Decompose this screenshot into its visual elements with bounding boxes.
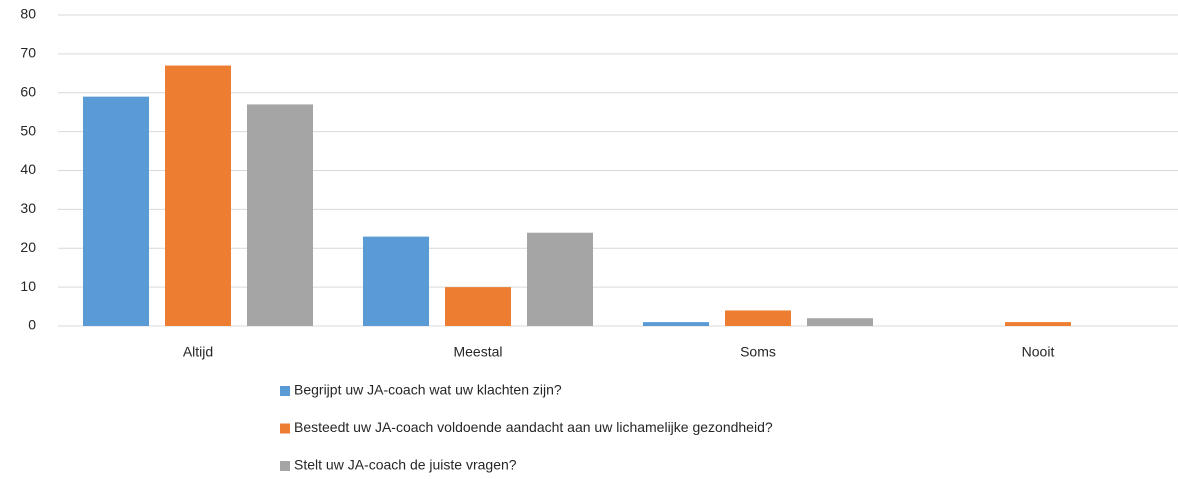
bar <box>527 232 593 326</box>
y-tick-label: 20 <box>20 239 36 255</box>
legend-label: Stelt uw JA-coach de juiste vragen? <box>294 457 517 473</box>
legend-swatch <box>280 386 290 396</box>
bar <box>643 322 709 326</box>
bar <box>445 287 511 326</box>
x-tick-label: Soms <box>740 344 776 360</box>
bar <box>1005 322 1071 326</box>
y-tick-label: 30 <box>20 200 36 216</box>
legend-label: Besteedt uw JA-coach voldoende aandacht … <box>294 419 773 435</box>
bar <box>363 236 429 326</box>
y-tick-label: 80 <box>20 6 36 22</box>
bar <box>165 65 231 326</box>
y-tick-label: 40 <box>20 161 36 177</box>
x-tick-label: Altijd <box>183 344 213 360</box>
y-tick-label: 0 <box>28 317 36 333</box>
x-tick-label: Meestal <box>453 344 502 360</box>
bar <box>807 318 873 326</box>
legend-swatch <box>280 423 290 434</box>
legend-swatch <box>280 461 290 471</box>
bar <box>725 310 791 326</box>
bar <box>83 96 149 326</box>
y-tick-label: 50 <box>20 122 36 138</box>
y-tick-label: 70 <box>20 45 36 61</box>
bar <box>247 104 313 326</box>
y-tick-label: 60 <box>20 83 36 99</box>
x-tick-label: Nooit <box>1022 344 1055 360</box>
legend-label: Begrijpt uw JA-coach wat uw klachten zij… <box>294 382 562 398</box>
y-tick-label: 10 <box>20 278 36 294</box>
